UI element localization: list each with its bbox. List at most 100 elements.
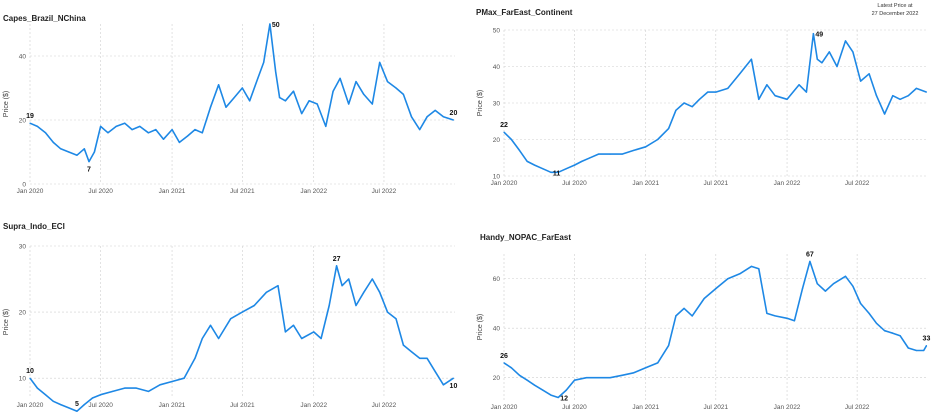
data-point: [727, 87, 729, 89]
data-point: [325, 125, 327, 127]
data-point: [434, 370, 436, 373]
chart-pmax-svg: Jan 2020 Jul 2020 Jan 2021 Jul 2021 Jan 2022…: [477, 28, 928, 187]
data-point: [171, 380, 173, 383]
data-point: [824, 290, 826, 292]
data-point: [703, 297, 705, 300]
data-point: [230, 318, 232, 320]
data-point: [832, 283, 835, 285]
data-point: [542, 168, 544, 170]
data-point: [241, 87, 243, 89]
data-point: [395, 318, 397, 320]
data-label: 26: [500, 353, 508, 360]
y-tick-label: 50: [493, 28, 501, 35]
data-point: [816, 283, 818, 285]
data-point: [452, 119, 455, 121]
x-tick-label: Jan 2022: [300, 402, 327, 409]
data-point: [550, 394, 552, 396]
data-point: [278, 97, 281, 99]
data-point: [526, 160, 528, 162]
data-point: [363, 291, 365, 293]
data-point: [363, 93, 365, 95]
data-point: [320, 337, 322, 340]
data-point: [194, 357, 196, 359]
data-point: [518, 374, 521, 376]
data-point: [379, 291, 381, 293]
data-point: [852, 285, 854, 287]
data-point: [852, 51, 854, 53]
y-tick-label: 30: [19, 244, 27, 251]
chart-title: Capes_Brazil_NChina: [3, 14, 86, 23]
x-tick-label: Jul 2022: [372, 402, 397, 409]
data-point: [907, 347, 909, 349]
data-point: [332, 90, 334, 92]
data-point: [860, 302, 862, 305]
data-point: [301, 113, 303, 115]
data-point: [786, 317, 788, 319]
data-point: [355, 81, 357, 83]
y-tick-label: 20: [493, 137, 501, 144]
x-tick-label: Jul 2021: [230, 402, 255, 409]
data-point: [178, 141, 181, 143]
data-label: 49: [815, 32, 823, 39]
data-point: [884, 330, 886, 332]
x-tick-label: Jul 2021: [704, 180, 729, 187]
price-line: [503, 260, 928, 399]
x-tick-label: Jan 2020: [17, 188, 44, 195]
data-label: 11: [553, 170, 561, 177]
data-point: [816, 58, 818, 60]
data-point: [533, 384, 536, 386]
data-point: [100, 394, 102, 396]
data-point: [573, 164, 576, 166]
latest-price-label: Latest Price at: [877, 3, 913, 9]
data-label: 10: [450, 383, 458, 390]
data-point: [667, 344, 670, 347]
data-point: [899, 98, 901, 100]
y-tick-label: 40: [19, 54, 27, 61]
data-point: [533, 164, 536, 166]
chart-title: PMax_FarEast_Continent: [476, 8, 573, 17]
y-axis-label: Price ($): [477, 314, 484, 340]
x-tick-label: Jan 2020: [491, 404, 518, 411]
data-point: [793, 320, 796, 322]
chart-panel-supra: Supra_Indo_ECI Jan 2020 Jul 2020 Jan 2021 J…: [0, 208, 468, 416]
data-point: [36, 125, 38, 127]
data-point: [739, 273, 741, 275]
data-point: [339, 77, 341, 79]
data-point: [201, 132, 203, 134]
data-point: [683, 307, 685, 310]
data-point: [83, 404, 85, 406]
data-point: [609, 377, 611, 379]
data-point: [115, 125, 117, 127]
data-point: [265, 291, 267, 293]
data-point: [68, 151, 70, 153]
data-point: [36, 387, 38, 389]
data-point: [452, 377, 455, 379]
data-point: [275, 71, 277, 73]
x-tick-label: Jan 2021: [632, 180, 659, 187]
data-point: [923, 349, 925, 352]
data-point: [426, 116, 428, 118]
data-point: [836, 65, 838, 68]
data-point: [135, 387, 137, 389]
data-point: [727, 278, 729, 280]
x-tick-label: Jan 2021: [632, 404, 659, 411]
data-point: [683, 102, 685, 104]
chart-title: Supra_Indo_ECI: [3, 222, 65, 231]
data-point: [395, 87, 397, 89]
data-point: [809, 260, 811, 263]
data-label: 27: [333, 256, 341, 263]
data-point: [292, 90, 295, 92]
data-point: [147, 132, 149, 134]
y-tick-label: 10: [493, 174, 501, 181]
data-point: [899, 335, 901, 337]
data-point: [60, 148, 62, 150]
data-point: [379, 61, 381, 64]
y-tick-label: 30: [493, 101, 501, 108]
x-tick-label: Jul 2021: [704, 404, 729, 411]
data-point: [805, 91, 808, 93]
data-point: [29, 122, 31, 124]
data-point: [809, 62, 811, 64]
data-point: [386, 81, 389, 83]
data-point: [313, 331, 315, 333]
data-point: [698, 98, 701, 100]
